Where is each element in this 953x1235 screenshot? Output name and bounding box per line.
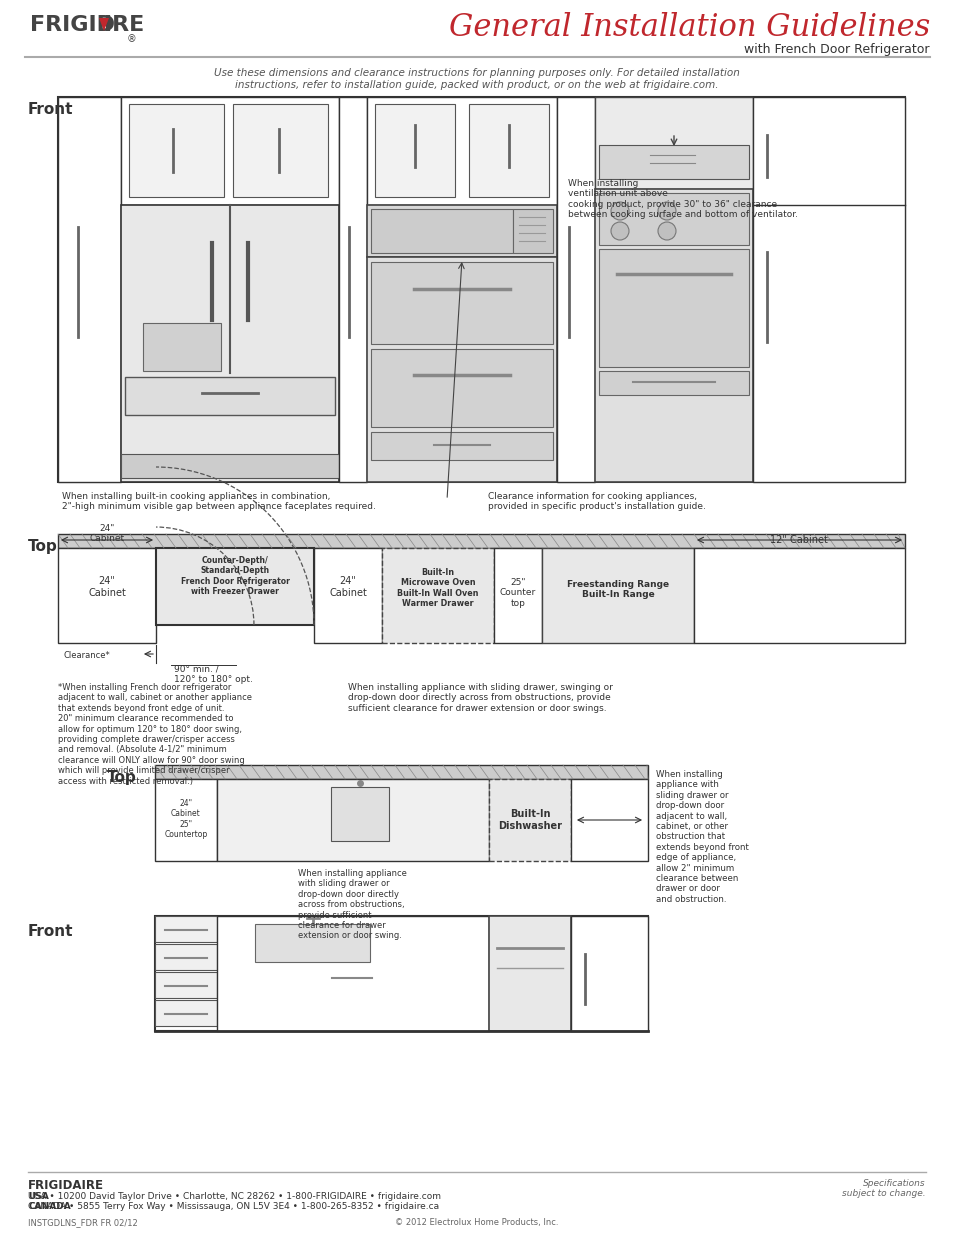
Text: 25"
Counter
top: 25" Counter top [499,578,536,608]
Text: Built-In
Microwave Oven
Built-In Wall Oven
Warmer Drawer: Built-In Microwave Oven Built-In Wall Ov… [396,568,478,608]
Text: 24"
Cabinet: 24" Cabinet [88,576,126,598]
Bar [314,548,381,643]
Text: When installing
ventilation unit above
cooking product, provide 30" to 36" clear: When installing ventilation unit above c… [567,179,797,219]
Text: IRE: IRE [104,15,144,35]
Polygon shape [99,19,109,31]
Bar [494,548,541,643]
Text: Clearance information for cooking appliances,
provided in specific product's ins: Clearance information for cooking applia… [488,492,705,511]
Bar [598,370,748,395]
Text: Front: Front [28,103,73,117]
Bar [371,432,553,459]
Circle shape [610,222,628,240]
Text: 90° min. /: 90° min. / [173,664,218,674]
Text: Built-In
Dishwasher: Built-In Dishwasher [497,809,561,831]
Bar [58,548,156,643]
Bar [121,454,338,478]
Bar [331,787,389,841]
Bar [489,916,571,1031]
Bar [371,209,513,253]
Bar [598,144,748,179]
Text: Counter-Depth/
Standard-Depth
French Door Refrigerator
with Freezer Drawer: Counter-Depth/ Standard-Depth French Doo… [180,556,289,597]
Bar [156,548,314,625]
Text: FRIGID: FRIGID [30,15,115,35]
Text: 24"
Cabinet: 24" Cabinet [329,576,367,598]
Text: CANADA • 5855 Terry Fox Way • Mississauga, ON L5V 3E4 • 1-800-265-8352 • frigida: CANADA • 5855 Terry Fox Way • Mississaug… [28,1202,438,1212]
Circle shape [658,203,676,220]
Text: USA: USA [28,1192,49,1200]
Bar [58,534,904,548]
Bar [375,104,455,198]
Bar [513,209,553,253]
Bar [154,916,216,942]
Text: CANADA: CANADA [28,1202,71,1212]
Text: Top: Top [107,769,137,785]
Bar [367,98,557,205]
Bar [595,98,752,189]
Text: USA • 10200 David Taylor Drive • Charlotte, NC 28262 • 1-800-FRIGIDAIRE • frigid: USA • 10200 David Taylor Drive • Charlot… [28,1192,440,1200]
Bar [216,779,489,861]
Text: When installing
appliance with
sliding drawer or
drop-down door
adjacent to wall: When installing appliance with sliding d… [656,769,748,904]
Bar [121,205,338,482]
Text: Top: Top [28,538,58,555]
Text: Clearance*: Clearance* [63,651,110,659]
Bar [121,98,338,205]
Text: When installing appliance with sliding drawer, swinging or
drop-down door direct: When installing appliance with sliding d… [348,683,612,713]
Text: 12" Cabinet: 12" Cabinet [769,535,827,545]
Circle shape [658,222,676,240]
Bar [571,779,647,861]
Text: ®: ® [127,35,136,44]
Text: Specifications
subject to change.: Specifications subject to change. [841,1179,925,1198]
Text: Front: Front [28,924,73,939]
Circle shape [610,203,628,220]
Bar [598,193,748,245]
Bar [571,916,647,1031]
Bar [469,104,548,198]
Bar [233,104,328,198]
Bar [367,257,557,482]
Text: Use these dimensions and clearance instructions for planning purposes only. For : Use these dimensions and clearance instr… [213,68,740,90]
Bar [693,548,904,643]
Bar [58,98,904,482]
Text: When installing appliance
with sliding drawer or
drop-down door directly
across : When installing appliance with sliding d… [297,869,406,940]
Bar [595,189,752,482]
Text: 24"
Cabinet: 24" Cabinet [90,524,125,543]
Text: Freestanding Range
Built-In Range: Freestanding Range Built-In Range [566,580,668,599]
Bar [381,548,494,643]
Bar [129,104,224,198]
Bar [371,350,553,427]
Bar [154,972,216,998]
Bar [58,98,121,482]
Bar [125,377,335,415]
Text: When installing built-in cooking appliances in combination,
2"-high minimum visi: When installing built-in cooking applian… [62,492,375,511]
Text: General Installation Guidelines: General Installation Guidelines [448,12,929,43]
Text: *When installing French door refrigerator
adjacent to wall, cabinet or another a: *When installing French door refrigerato… [58,683,252,785]
Bar [557,98,595,482]
Bar [154,764,647,779]
Bar [371,262,553,345]
Text: 24"
Cabinet
25"
Countertop: 24" Cabinet 25" Countertop [164,799,208,840]
Bar [338,98,367,482]
Bar [216,916,489,1031]
Text: with French Door Refrigerator: with French Door Refrigerator [743,43,929,56]
Bar [143,324,221,370]
Bar [154,916,647,1031]
Bar [154,779,216,861]
Bar [154,944,216,969]
Text: FRIGIDAIRE: FRIGIDAIRE [28,1179,104,1192]
Bar [154,1000,216,1026]
Bar [254,924,370,962]
Bar [598,249,748,367]
Text: 120° to 180° opt.: 120° to 180° opt. [173,676,253,684]
Bar [541,548,693,643]
Text: INSTGDLNS_FDR FR 02/12: INSTGDLNS_FDR FR 02/12 [28,1218,137,1228]
Text: © 2012 Electrolux Home Products, Inc.: © 2012 Electrolux Home Products, Inc. [395,1218,558,1228]
Bar [367,205,557,257]
Bar [752,98,904,482]
Bar [489,779,571,861]
